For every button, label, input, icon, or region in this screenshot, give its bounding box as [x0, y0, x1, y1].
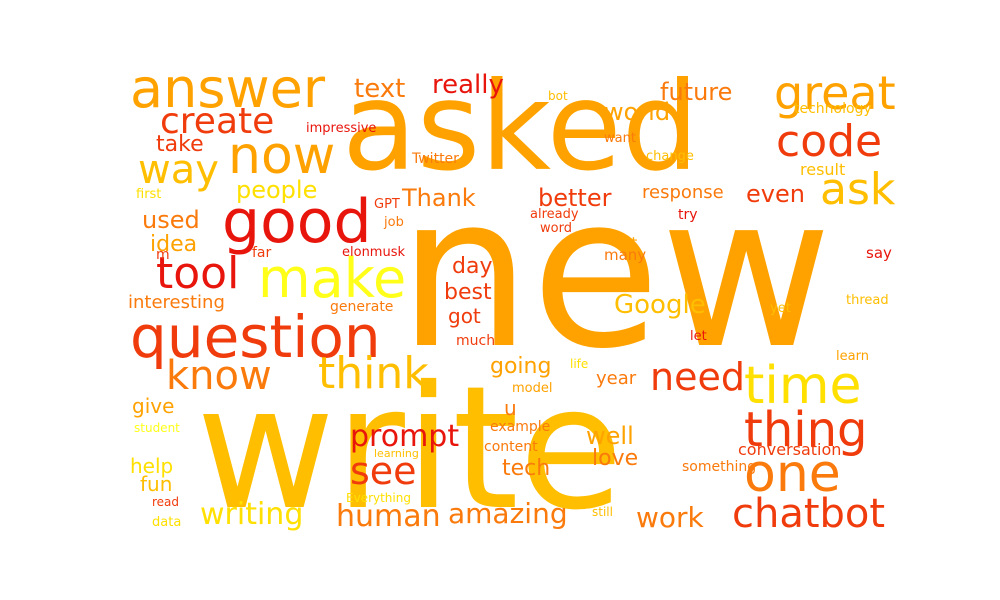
word-one: one — [744, 444, 841, 504]
word-job: job — [384, 215, 404, 230]
word-think: think — [318, 348, 429, 399]
word-generate: generate — [330, 299, 394, 315]
word-ask: ask — [820, 164, 896, 215]
word-first: first — [136, 187, 162, 202]
word-tech: tech — [502, 456, 551, 481]
word-let: let — [690, 329, 707, 344]
word-make: make — [258, 247, 407, 310]
word-bot: bot — [548, 89, 568, 103]
word-data: data — [152, 515, 182, 530]
word-give: give — [132, 394, 175, 418]
word-write: write — [196, 350, 624, 548]
word-idea: idea — [150, 232, 198, 257]
word-way: way — [138, 147, 219, 193]
word-example: example — [490, 419, 551, 435]
word-interesting: interesting — [128, 292, 225, 313]
word-tool: tool — [156, 248, 240, 299]
word-try: try — [678, 207, 698, 223]
word-need: need — [650, 355, 745, 399]
word-even: even — [746, 180, 805, 208]
word-change: change — [646, 149, 694, 164]
word-love: love — [592, 446, 639, 471]
word-really: really — [432, 70, 504, 100]
word-everything: Everything — [346, 491, 411, 505]
word-great: great — [774, 66, 896, 120]
word-day: day — [452, 254, 493, 279]
word-going: going — [490, 354, 552, 379]
word-say: say — [866, 244, 892, 262]
word-google: Google — [614, 290, 706, 320]
word-see: see — [350, 449, 417, 493]
word-well: well — [586, 422, 634, 450]
word-word: word — [540, 221, 572, 236]
word-world: world — [604, 98, 671, 126]
word-people: people — [236, 176, 318, 204]
word-u: u — [504, 396, 517, 420]
word-thank: Thank — [402, 184, 476, 212]
word-got: got — [448, 304, 481, 328]
word-fun: fun — [140, 472, 173, 496]
word-content: content — [484, 439, 538, 455]
word-year: year — [596, 368, 637, 389]
word-twitter: Twitter — [412, 151, 459, 167]
word-learn: learn — [836, 349, 869, 364]
word-best: best — [444, 280, 492, 305]
word-prompt: prompt — [350, 419, 460, 454]
word-know: know — [166, 353, 272, 399]
word-m: m — [156, 247, 170, 263]
word-thing: thing — [744, 402, 868, 458]
word-far: far — [252, 245, 272, 261]
word-new: new — [398, 150, 833, 395]
word-take: take — [156, 132, 204, 157]
word-help: help — [130, 454, 174, 478]
word-still: still — [592, 505, 613, 519]
word-impressive: impressive — [306, 121, 377, 136]
word-elonmusk: elonmusk — [342, 245, 406, 260]
word-work: work — [636, 501, 704, 534]
word-technology: technology — [794, 101, 872, 117]
word-gpt: GPT — [374, 197, 400, 212]
word-question: question — [130, 303, 381, 371]
word-thread: thread — [846, 293, 889, 308]
word-conversation: conversation — [738, 440, 842, 459]
word-create: create — [160, 101, 275, 142]
word-good: good — [222, 187, 372, 257]
word-much: much — [456, 333, 496, 349]
word-want: want — [604, 131, 636, 146]
word-lot: lot — [618, 234, 638, 252]
word-model: model — [512, 381, 553, 396]
word-amazing: amazing — [448, 497, 568, 530]
word-read: read — [152, 495, 180, 509]
word-life: life — [570, 357, 589, 371]
word-code: code — [776, 116, 883, 167]
word-text: text — [354, 74, 406, 104]
word-result: result — [800, 160, 846, 179]
word-chatbot: chatbot — [732, 491, 886, 537]
word-yet: yet — [770, 301, 791, 316]
word-student: student — [134, 421, 180, 435]
word-already: already — [530, 207, 579, 222]
word-asked: asked — [342, 56, 700, 198]
word-human: human — [336, 499, 441, 534]
word-better: better — [538, 184, 612, 212]
word-future: future — [660, 78, 733, 106]
word-used: used — [142, 206, 200, 234]
word-something: something — [682, 459, 757, 475]
word-learning: learning — [374, 447, 419, 460]
word-response: response — [642, 182, 724, 203]
word-answer: answer — [130, 57, 326, 120]
word-now: now — [228, 126, 336, 186]
word-writing: writing — [200, 497, 304, 532]
word-time: time — [744, 356, 862, 416]
word-many: many — [604, 246, 647, 264]
